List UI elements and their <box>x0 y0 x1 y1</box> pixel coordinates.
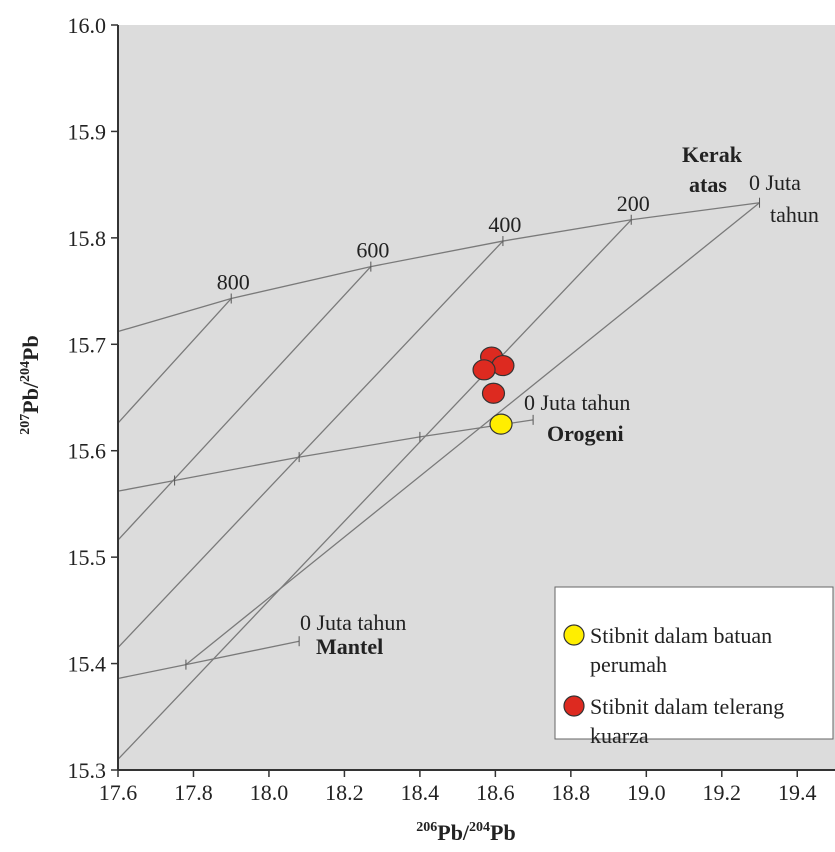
y-tick-label-16.0: 16.0 <box>68 13 107 38</box>
curve-labels: 800 600 400 200 0 Juta tahun Kerak atas 0 Juta t… <box>217 142 819 659</box>
x-tick-label-19.4: 19.4 <box>778 780 817 805</box>
x-axis-title: 206Pb/204Pb <box>416 820 515 845</box>
age-label-200: 200 <box>617 191 650 216</box>
x-axis-title-base1: Pb/ <box>437 820 470 845</box>
y-tick-label-15.6: 15.6 <box>68 439 107 464</box>
age-label-800: 800 <box>217 270 250 295</box>
y-tick-label-15.3: 15.3 <box>68 758 107 783</box>
x-tick-label-18.0: 18.0 <box>250 780 289 805</box>
legend-label-quartz-vein-line2: kuarza <box>590 723 649 748</box>
isochron-lines <box>117 202 760 760</box>
isochron-line-0 <box>117 298 232 424</box>
legend-swatch-host-rock <box>563 624 585 646</box>
age-label-400: 400 <box>488 212 521 237</box>
kerak-atas-zero-label-line2: tahun <box>770 202 819 227</box>
x-tick-label-18.6: 18.6 <box>476 780 515 805</box>
x-axis-title-sup2: 204 <box>469 820 490 835</box>
x-tick-label-19.0: 19.0 <box>627 780 666 805</box>
legend-label-host-rock-line1: Stibnit dalam batuan <box>590 623 772 648</box>
isochron-line-3 <box>117 219 632 760</box>
kerak-atas-zero-label-line1: 0 Juta <box>749 170 801 195</box>
orogeni-title: Orogeni <box>547 421 624 446</box>
x-tick-label-17.8: 17.8 <box>174 780 213 805</box>
y-axis-title-sup2: 204 <box>18 361 33 382</box>
y-axis-title-sup1: 207 <box>18 414 33 435</box>
kerak-atas-title-line2: atas <box>689 172 727 197</box>
kerak-atas-title-line1: Kerak <box>682 142 743 167</box>
isochron-line-4 <box>185 202 760 666</box>
x-axis-title-sup1: 206 <box>416 820 437 835</box>
y-tick-label-15.5: 15.5 <box>68 545 107 570</box>
growth-curve-kerak-atas <box>117 202 760 333</box>
orogeni-zero-label: 0 Juta tahun <box>524 390 630 415</box>
mantel-title: Mantel <box>316 634 383 659</box>
x-tick-label-19.2: 19.2 <box>703 780 742 805</box>
data-points <box>472 346 515 435</box>
legend-label-host-rock-line2: perumah <box>590 652 667 677</box>
data-point-host-rock-0 <box>489 413 513 435</box>
y-axis-title-base1: Pb/ <box>18 381 43 414</box>
y-axis-title: 207Pb/204Pb <box>18 335 43 434</box>
x-axis-title-base2: Pb <box>490 820 516 845</box>
legend-box <box>554 586 834 740</box>
age-label-600: 600 <box>356 238 389 263</box>
age-markers <box>174 197 761 670</box>
y-tick-label-15.9: 15.9 <box>68 119 107 144</box>
x-tick-label-18.2: 18.2 <box>325 780 364 805</box>
x-tick-label-18.4: 18.4 <box>401 780 440 805</box>
isochron-line-1 <box>117 266 372 541</box>
axes <box>111 24 835 777</box>
y-tick-label-15.7: 15.7 <box>68 332 107 357</box>
legend: Stibnit dalam batuan perumah Stibnit dal… <box>554 586 834 748</box>
x-tick-label-17.6: 17.6 <box>99 780 138 805</box>
tick-labels: 17.6 17.8 18.0 18.2 18.4 18.6 18.8 19.0 19.2 19.4… <box>68 13 817 805</box>
isochron-line-2 <box>117 240 504 649</box>
x-tick-label-18.8: 18.8 <box>552 780 591 805</box>
data-point-quartz-vein-2 <box>472 359 496 381</box>
y-tick-label-15.8: 15.8 <box>68 226 107 251</box>
y-axis-title-base2: Pb <box>18 335 43 361</box>
legend-label-quartz-vein-line1: Stibnit dalam telerang <box>590 694 784 719</box>
legend-swatch-quartz-vein <box>563 695 585 717</box>
y-tick-label-15.4: 15.4 <box>68 652 107 677</box>
data-point-quartz-vein-3 <box>481 382 506 404</box>
mantel-zero-label: 0 Juta tahun <box>300 610 406 635</box>
